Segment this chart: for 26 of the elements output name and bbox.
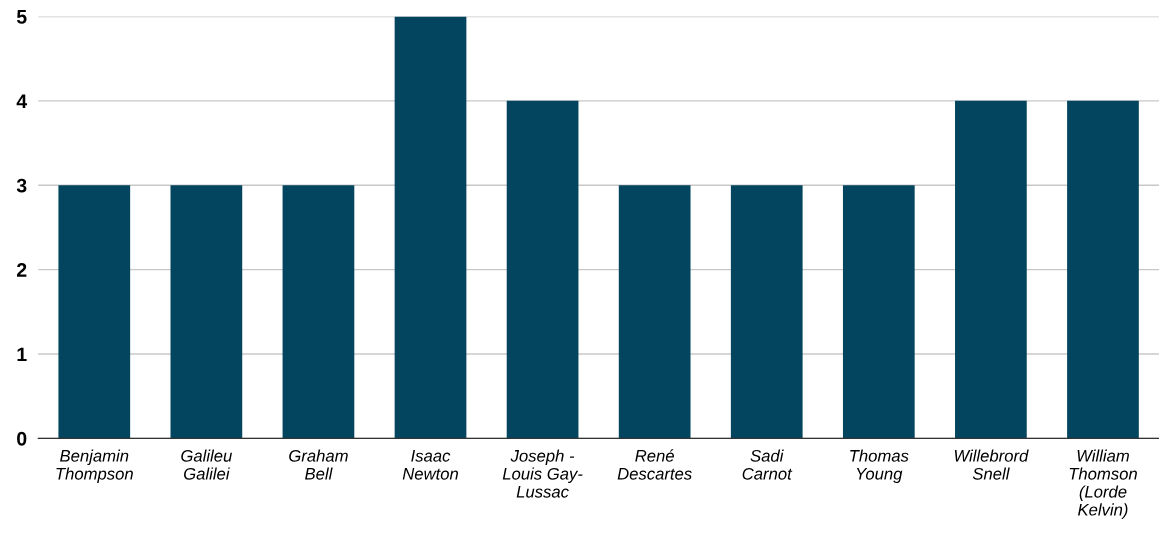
x-tick-label: William Thomson (Lorde Kelvin)	[1069, 449, 1137, 519]
x-tick-label: Benjamin Thompson	[56, 449, 133, 483]
y-tick-label: 3	[16, 178, 27, 193]
bar	[1067, 100, 1139, 439]
x-tick-label: Willebrord Snell	[954, 449, 1029, 480]
bar	[282, 185, 355, 439]
y-tick-label: 4	[16, 94, 28, 108]
bar	[506, 100, 579, 439]
x-tick-label: Galileu Galilei	[181, 449, 232, 480]
x-tick-label: Graham Bell	[289, 449, 348, 480]
y-tick-label: 2	[17, 263, 27, 277]
bar	[170, 185, 243, 439]
x-tick-label: Joseph - Louis Gay- Lussac	[502, 449, 583, 498]
x-tick-label: Isaac Newton	[402, 450, 459, 480]
bar	[618, 185, 691, 439]
bar	[955, 100, 1027, 439]
bar	[730, 185, 803, 439]
x-tick-label: Thomas Young	[850, 449, 909, 483]
y-tick-label: 5	[16, 10, 27, 24]
y-tick-label: 0	[17, 431, 27, 446]
bar	[58, 185, 131, 439]
bar	[842, 185, 915, 439]
bar	[394, 16, 467, 439]
x-tick-label: René Descartes	[617, 449, 692, 480]
y-tick-label: 1	[17, 347, 27, 362]
x-tick-label: Sadi Carnot	[742, 449, 793, 480]
